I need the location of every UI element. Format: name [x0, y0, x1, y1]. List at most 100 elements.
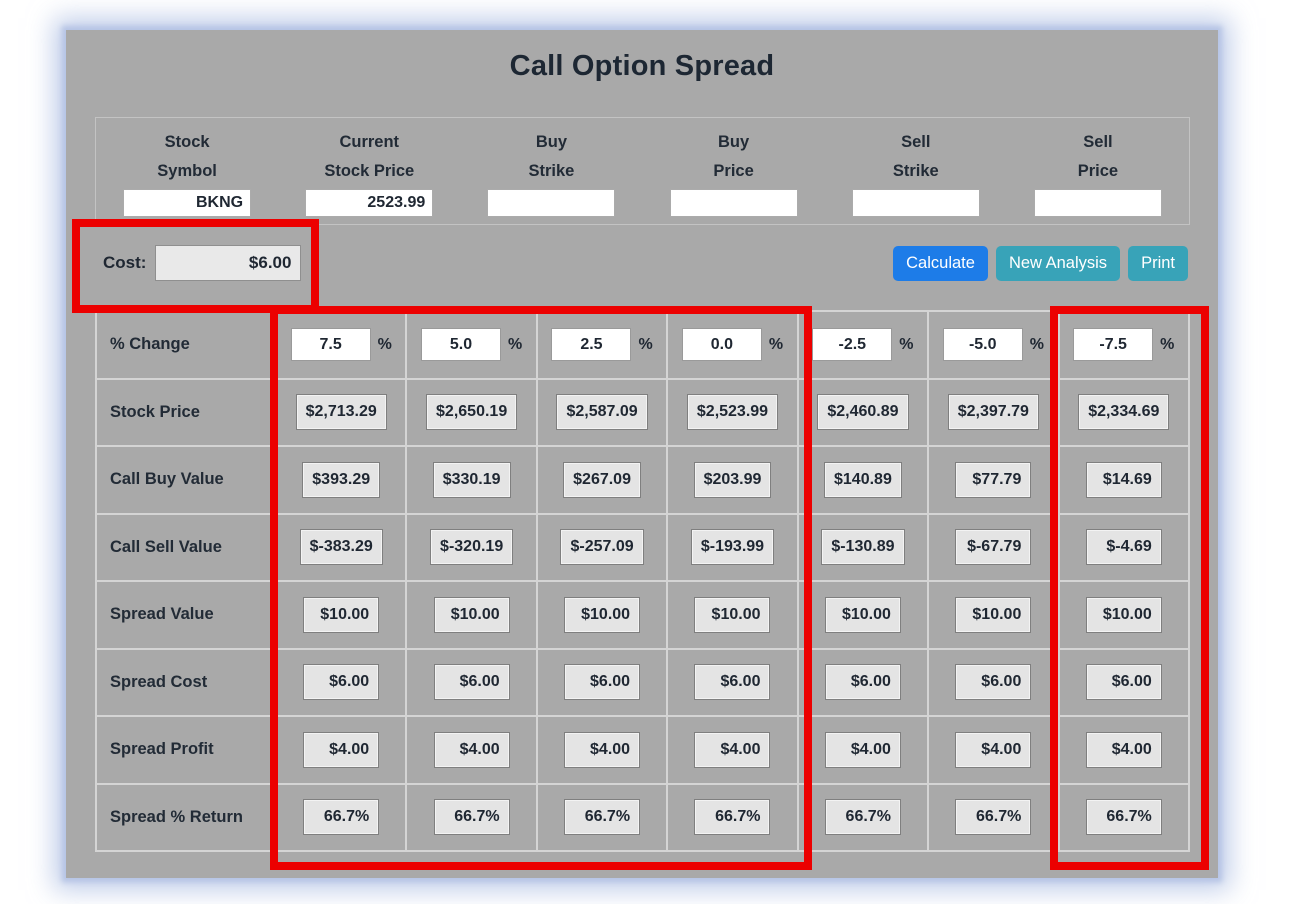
- spread-cost-field: $6.00: [564, 664, 641, 701]
- table-cell: %: [406, 311, 537, 379]
- table-cell: $393.29: [276, 446, 407, 514]
- stock-symbol-label-line1: Stock: [164, 133, 210, 151]
- table-cell: 66.7%: [536, 783, 668, 851]
- table-cell: %: [667, 311, 798, 379]
- sell-price-label-line1: Sell: [1083, 133, 1113, 151]
- buy-strike-label-line2: Strike: [528, 161, 575, 180]
- table-cell: $2,397.79: [928, 378, 1059, 446]
- percent-change-input[interactable]: [681, 328, 762, 362]
- spread-value-field: $10.00: [824, 596, 901, 633]
- percent-change-input[interactable]: [551, 328, 632, 362]
- row-label-call-buy-value: Call Buy Value: [96, 446, 276, 514]
- percent-change-input[interactable]: [1073, 328, 1154, 362]
- table-cell: $-257.09: [536, 513, 668, 581]
- percent-change-input[interactable]: [290, 328, 371, 362]
- cost-group: Cost: $6.00: [103, 245, 302, 281]
- results-table: % Change % % % % % % % Stock Price $2,71…: [95, 310, 1190, 852]
- spread-value-field: $10.00: [694, 596, 771, 633]
- table-cell: $-67.79: [928, 513, 1059, 581]
- buy-price-label-line2: Price: [713, 161, 754, 180]
- stock-price-field: $2,587.09: [556, 394, 648, 431]
- spread-value-field: $10.00: [564, 596, 641, 633]
- current-stock-price-input[interactable]: [305, 188, 434, 217]
- table-cell: $10.00: [1058, 581, 1189, 649]
- calculate-button[interactable]: Calculate: [893, 245, 988, 281]
- spread-cost-field: $6.00: [824, 664, 901, 701]
- spread-percent-return-field: 66.7%: [564, 799, 641, 836]
- new-analysis-button[interactable]: New Analysis: [995, 245, 1121, 281]
- table-cell: 66.7%: [406, 783, 537, 851]
- percent-sign: %: [768, 335, 784, 353]
- sell-strike-input[interactable]: [851, 188, 980, 217]
- table-cell: 66.7%: [667, 783, 798, 851]
- stock-price-field: $2,650.19: [426, 394, 518, 431]
- table-cell: $-4.69: [1058, 513, 1189, 581]
- table-cell: $2,460.89: [797, 378, 929, 446]
- percent-change-input[interactable]: [421, 328, 502, 362]
- stock-price-field: $2,334.69: [1078, 394, 1170, 431]
- percent-sign: %: [1029, 335, 1044, 353]
- sell-price-input[interactable]: [1033, 188, 1162, 217]
- table-cell: $6.00: [536, 648, 668, 716]
- sell-price-label-line2: Price: [1077, 161, 1119, 180]
- stock-price-field: $2,523.99: [686, 394, 779, 431]
- table-cell: 66.7%: [797, 783, 929, 851]
- percent-sign: %: [508, 335, 523, 353]
- cost-label: Cost:: [103, 253, 147, 272]
- table-cell: $10.00: [797, 581, 929, 649]
- table-cell: %: [536, 311, 668, 379]
- call-sell-value-field: $-320.19: [430, 529, 514, 566]
- table-cell: $4.00: [797, 716, 929, 784]
- table-cell: $330.19: [406, 446, 537, 514]
- table-cell: $4.00: [276, 716, 407, 784]
- percent-change-input[interactable]: [942, 328, 1023, 362]
- buy-strike-group: Buy Strike: [460, 118, 642, 224]
- spread-percent-return-field: 66.7%: [433, 799, 510, 836]
- call-buy-value-field: $267.09: [563, 461, 641, 498]
- table-cell: $-383.29: [276, 513, 407, 581]
- table-cell: $203.99: [667, 446, 798, 514]
- table-cell: $10.00: [406, 581, 537, 649]
- spread-profit-field: $4.00: [955, 731, 1032, 768]
- table-cell: $77.79: [928, 446, 1059, 514]
- table-cell: 66.7%: [928, 783, 1059, 851]
- table-cell: $4.00: [406, 716, 537, 784]
- spread-profit-field: $4.00: [824, 731, 901, 768]
- table-cell: $-193.99: [667, 513, 798, 581]
- spread-percent-return-field: 66.7%: [955, 799, 1032, 836]
- table-cell: $10.00: [536, 581, 668, 649]
- table-cell: $10.00: [276, 581, 407, 649]
- call-sell-value-field: $-383.29: [299, 529, 383, 566]
- spread-cost-field: $6.00: [303, 664, 380, 701]
- sell-strike-group: Sell Strike: [825, 118, 1007, 224]
- table-cell: 66.7%: [1058, 783, 1189, 851]
- table-cell: $2,587.09: [536, 378, 668, 446]
- row-label-percent-change: % Change: [96, 311, 276, 379]
- table-cell: $-130.89: [797, 513, 929, 581]
- buy-strike-input[interactable]: [487, 188, 616, 217]
- call-sell-value-field: $-193.99: [690, 529, 775, 566]
- call-buy-value-field: $77.79: [955, 461, 1032, 498]
- spread-percent-return-field: 66.7%: [303, 799, 380, 836]
- table-cell: $14.69: [1058, 446, 1189, 514]
- table-cell: $10.00: [667, 581, 798, 649]
- spread-profit-field: $4.00: [694, 731, 771, 768]
- stock-price-field: $2,460.89: [817, 394, 909, 431]
- call-buy-value-field: $14.69: [1085, 461, 1162, 498]
- spread-cost-field: $6.00: [433, 664, 510, 701]
- table-cell: $6.00: [1058, 648, 1189, 716]
- page-title: Call Option Spread: [509, 50, 775, 82]
- call-buy-value-field: $393.29: [302, 461, 381, 498]
- table-cell: %: [276, 311, 407, 379]
- buy-price-input[interactable]: [669, 188, 798, 217]
- print-button[interactable]: Print: [1128, 245, 1188, 281]
- stock-symbol-input[interactable]: [123, 188, 252, 217]
- table-cell: $2,650.19: [406, 378, 537, 446]
- spread-cost-field: $6.00: [694, 664, 771, 701]
- percent-sign: %: [1160, 335, 1175, 353]
- percent-change-input[interactable]: [812, 328, 893, 362]
- row-label-spread-percent-return: Spread % Return: [96, 783, 276, 851]
- sell-price-group: Sell Price: [1007, 118, 1189, 224]
- table-cell: $6.00: [797, 648, 929, 716]
- stock-price-field: $2,397.79: [947, 394, 1039, 431]
